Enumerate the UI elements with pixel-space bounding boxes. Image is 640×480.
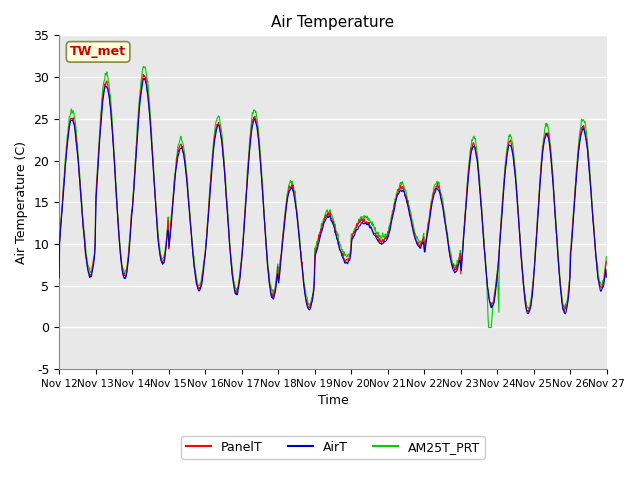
Legend: PanelT, AirT, AM25T_PRT: PanelT, AirT, AM25T_PRT xyxy=(181,435,484,458)
Y-axis label: Air Temperature (C): Air Temperature (C) xyxy=(15,141,28,264)
Title: Air Temperature: Air Temperature xyxy=(271,15,394,30)
Text: TW_met: TW_met xyxy=(70,45,126,59)
X-axis label: Time: Time xyxy=(317,395,348,408)
